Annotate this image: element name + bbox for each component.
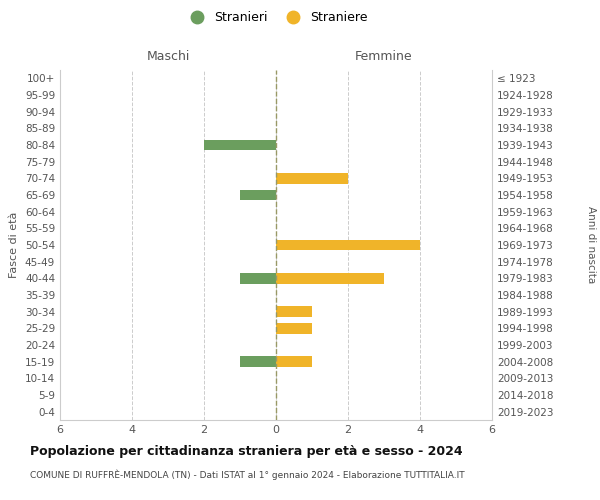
Text: Femmine: Femmine [355, 50, 413, 62]
Text: COMUNE DI RUFFRÈ-MENDOLA (TN) - Dati ISTAT al 1° gennaio 2024 - Elaborazione TUT: COMUNE DI RUFFRÈ-MENDOLA (TN) - Dati IST… [30, 470, 464, 480]
Legend: Stranieri, Straniere: Stranieri, Straniere [179, 6, 373, 29]
Text: Popolazione per cittadinanza straniera per età e sesso - 2024: Popolazione per cittadinanza straniera p… [30, 445, 463, 458]
Bar [204, 140, 276, 150]
Text: Anni di nascita: Anni di nascita [586, 206, 596, 284]
Bar [240, 356, 276, 367]
Bar [276, 173, 348, 184]
Bar [240, 190, 276, 200]
Bar [276, 306, 312, 317]
Text: Maschi: Maschi [146, 50, 190, 62]
Bar [276, 240, 420, 250]
Bar [240, 273, 276, 284]
Bar [276, 323, 312, 334]
Bar [276, 273, 384, 284]
Bar [276, 356, 312, 367]
Y-axis label: Fasce di età: Fasce di età [10, 212, 19, 278]
